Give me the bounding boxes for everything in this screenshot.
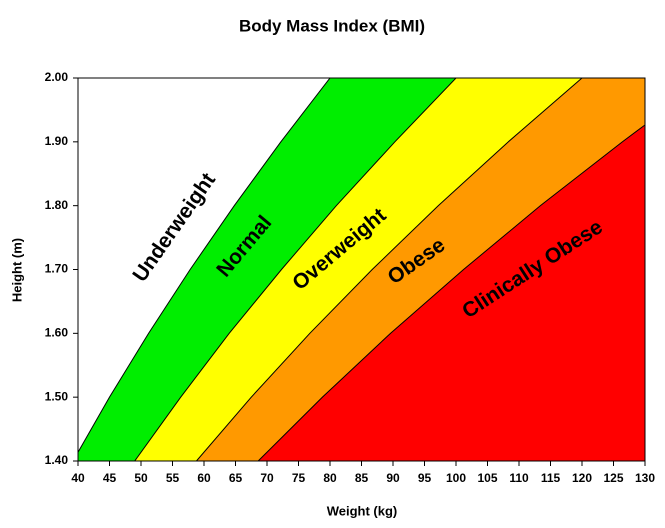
- x-tick-label: 130: [635, 471, 655, 485]
- x-tick-label: 75: [292, 471, 306, 485]
- x-tick-label: 50: [134, 471, 148, 485]
- x-tick-label: 65: [229, 471, 243, 485]
- boundary-line: [78, 78, 331, 454]
- x-tick-label: 85: [355, 471, 369, 485]
- x-tick-label: 80: [323, 471, 337, 485]
- y-tick-label: 1.90: [45, 134, 69, 148]
- y-tick-label: 1.80: [45, 198, 69, 212]
- y-tick-label: 1.40: [45, 453, 69, 467]
- x-tick-label: 70: [260, 471, 274, 485]
- x-tick-label: 55: [166, 471, 180, 485]
- y-tick-label: 1.70: [45, 262, 69, 276]
- x-axis-title: Weight (kg): [327, 503, 398, 518]
- y-axis-title: Height (m): [9, 238, 24, 302]
- y-tick-label: 1.60: [45, 326, 69, 340]
- boundary-line: [134, 78, 457, 461]
- x-tick-label: 115: [541, 471, 561, 485]
- x-tick-label: 40: [71, 471, 85, 485]
- x-tick-label: 105: [477, 471, 497, 485]
- y-tick-label: 2.00: [45, 70, 69, 84]
- region-fill: [258, 124, 645, 461]
- plot-area: [78, 78, 645, 461]
- x-tick-label: 60: [197, 471, 211, 485]
- x-tick-label: 95: [418, 471, 432, 485]
- x-tick-label: 125: [603, 471, 623, 485]
- x-tick-label: 100: [446, 471, 466, 485]
- boundary-line: [196, 78, 583, 461]
- x-tick-label: 45: [103, 471, 117, 485]
- x-tick-label: 90: [386, 471, 400, 485]
- y-tick-label: 1.50: [45, 389, 69, 403]
- x-tick-label: 120: [572, 471, 592, 485]
- boundary-line: [257, 124, 645, 461]
- x-tick-label: 110: [509, 471, 529, 485]
- chart-title: Body Mass Index (BMI): [239, 16, 425, 35]
